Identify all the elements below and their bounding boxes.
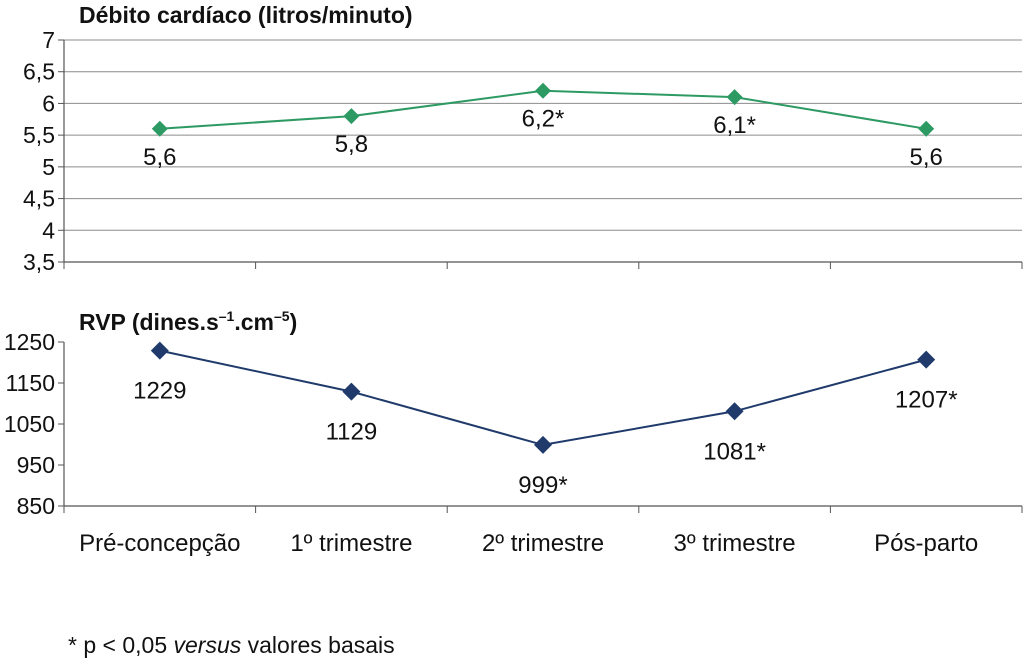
y-tick-label: 3,5	[23, 249, 55, 275]
category-label: Pré-concepção	[79, 530, 240, 557]
data-point	[535, 82, 551, 99]
data-point	[534, 435, 552, 454]
data-label: 6,2*	[522, 106, 565, 133]
category-label: 1º trimestre	[290, 530, 412, 557]
cardiac-output-data-labels: 5,6 5,8 6,2* 6,1* 5,6	[143, 106, 943, 171]
data-label: 1129	[326, 419, 378, 446]
footnote: * p < 0,05 versus valores basais	[68, 632, 395, 658]
data-point	[918, 120, 935, 137]
pvr-series-line	[159, 349, 927, 446]
data-label: 5,6	[910, 144, 943, 171]
pvr-y-ticks: 1250 1150 1050 950 850	[4, 329, 64, 519]
data-label: 1081*	[703, 438, 766, 465]
y-tick-label: 4	[42, 217, 55, 243]
category-label: Pós-parto	[874, 530, 978, 557]
data-label: 999*	[518, 472, 567, 499]
y-tick-label: 6,5	[23, 59, 55, 85]
y-tick-label: 4,5	[23, 186, 55, 212]
category-labels: Pré-concepção 1º trimestre 2º trimestre 3º …	[79, 530, 978, 557]
y-tick-label: 1250	[4, 329, 55, 355]
data-point	[150, 341, 169, 360]
cardiac-output-chart: Débito cardíaco (litros/minuto) 7 6,5 6 5,5…	[23, 2, 1023, 275]
y-tick-label: 1150	[6, 370, 55, 396]
y-tick-label: 6	[42, 90, 55, 116]
data-label: 1207*	[895, 387, 958, 414]
pvr-x-ticks	[63, 506, 1023, 513]
category-label: 2º trimestre	[482, 530, 604, 557]
data-point	[343, 108, 360, 125]
data-label: 6,1*	[713, 112, 756, 139]
y-tick-label: 5,5	[23, 122, 55, 148]
data-point	[342, 382, 361, 401]
data-label: 1229	[133, 378, 186, 405]
data-point	[917, 350, 936, 369]
data-label: 5,8	[335, 131, 368, 158]
cardiac-output-points	[151, 82, 935, 137]
data-label: 5,6	[143, 144, 176, 171]
pvr-points	[150, 341, 936, 454]
y-tick-label: 7	[42, 27, 55, 53]
cardiac-output-x-ticks	[63, 262, 1023, 269]
category-label: 3º trimestre	[674, 530, 796, 557]
data-point	[725, 402, 744, 421]
y-tick-label: 1050	[4, 411, 55, 437]
y-tick-label: 950	[17, 452, 55, 478]
cardiac-output-y-ticks: 7 6,5 6 5,5 5 4,5 4 3,5	[23, 27, 64, 275]
pvr-data-labels: 1229 1129 999* 1081* 1207*	[133, 378, 957, 499]
cardiac-output-title: Débito cardíaco (litros/minuto)	[79, 2, 413, 28]
y-tick-label: 850	[17, 493, 55, 519]
pvr-chart: RVP (dines.s–1.cm–5) 125011501050950850 …	[4, 308, 1023, 557]
data-point	[726, 89, 743, 106]
pvr-title: RVP (dines.s–1.cm–5)	[79, 308, 297, 335]
data-point	[151, 120, 168, 137]
cardiac-output-gridlines	[64, 39, 1022, 231]
y-tick-label: 5	[42, 154, 55, 180]
